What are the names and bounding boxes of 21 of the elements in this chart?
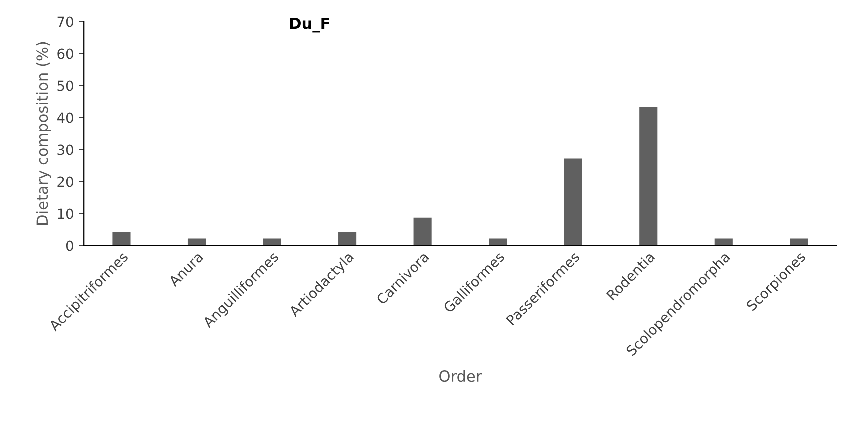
bar [714, 238, 733, 246]
y-tick-label: 10 [58, 208, 74, 220]
bar [188, 238, 206, 246]
bar [640, 108, 658, 246]
y-axis-title: Dietary composition (%) [36, 42, 52, 225]
bar [489, 238, 508, 246]
y-tick-label: 60 [58, 48, 74, 60]
y-tick-label: 20 [58, 176, 74, 188]
y-tick-label: 30 [58, 144, 74, 156]
y-tick-label: 0 [66, 240, 74, 252]
chart-title: Du_F [290, 18, 330, 33]
bar [790, 238, 808, 246]
bar [112, 232, 131, 246]
y-tick-label: 70 [58, 16, 74, 28]
y-tick-label: 50 [58, 80, 74, 92]
x-axis-title: Order [440, 370, 482, 382]
y-tick-label: 40 [57, 112, 74, 124]
bar [263, 238, 282, 246]
bar [564, 158, 582, 246]
bar [338, 232, 357, 246]
bar [414, 218, 432, 246]
